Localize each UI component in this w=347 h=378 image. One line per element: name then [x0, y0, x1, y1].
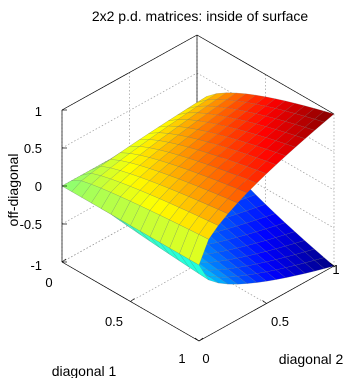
- y-tick-mark: [329, 262, 335, 267]
- box-edge: [61, 34, 198, 111]
- x-tick-label: 1: [178, 351, 185, 366]
- y-tick-mark: [194, 337, 200, 342]
- y-tick-mark: [262, 300, 267, 304]
- z-tick-label: 0.5: [24, 141, 42, 156]
- z-tick-label: 1: [35, 104, 42, 119]
- y-tick-label: 0.5: [271, 314, 289, 329]
- grid-line: [61, 72, 198, 149]
- z-tick-label: -1: [30, 258, 42, 273]
- z-tick-label: -0.5: [20, 217, 42, 232]
- surface-face: [188, 234, 209, 266]
- axes-box-front: [61, 109, 335, 342]
- x-tick-label: 0: [45, 275, 52, 290]
- x-tick-mark: [130, 298, 135, 302]
- surface-mesh: [61, 92, 335, 285]
- z-tick-label: 0: [35, 179, 42, 194]
- x-tick-label: 0.5: [105, 314, 123, 329]
- y-tick-label: 0: [202, 351, 209, 366]
- z-axis-label: off-diagonal: [5, 154, 21, 227]
- x-axis-label: diagonal 1: [52, 363, 117, 378]
- x-tick-mark: [61, 258, 67, 263]
- y-axis-label: diagonal 2: [279, 351, 344, 367]
- chart-title: 2x2 p.d. matrices: inside of surface: [92, 8, 309, 24]
- box-edge: [196, 34, 335, 115]
- y-tick-label: 1: [332, 262, 339, 277]
